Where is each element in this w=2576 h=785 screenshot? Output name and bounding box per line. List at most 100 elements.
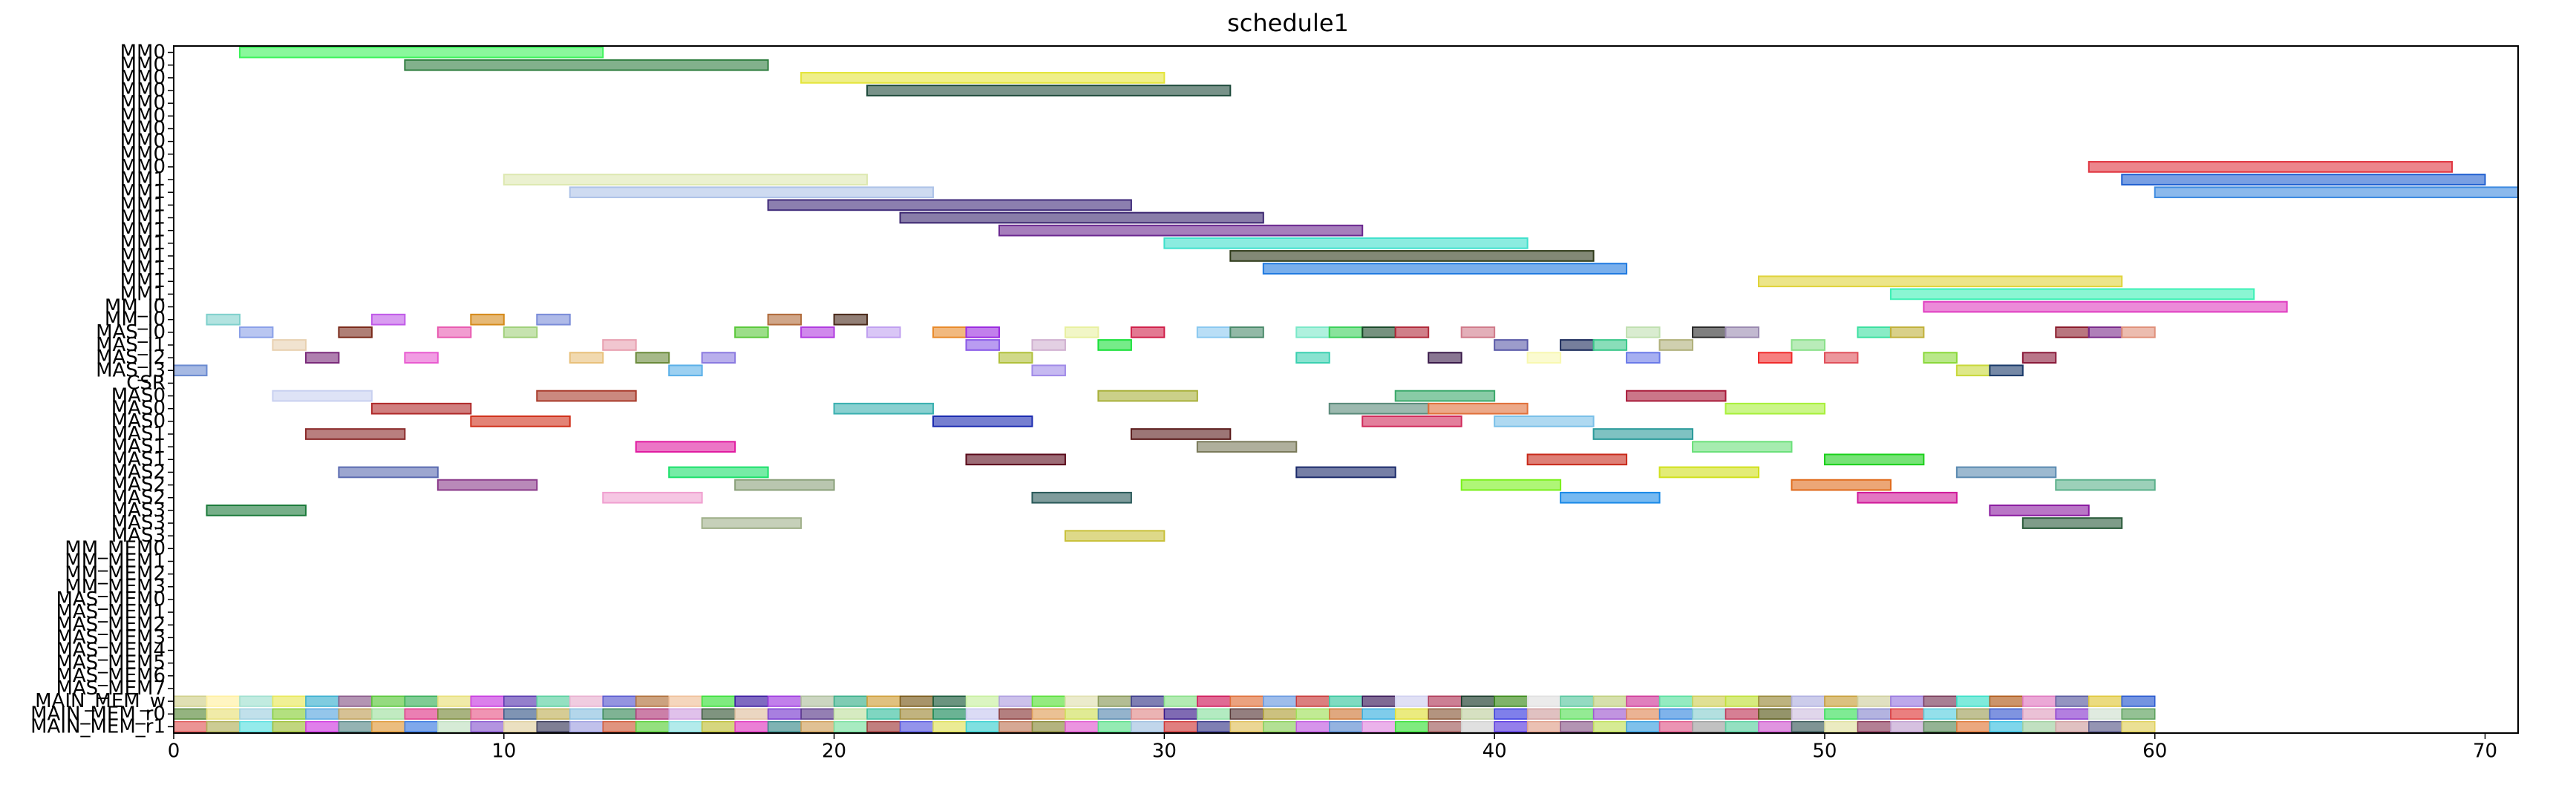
- y-tick-label: MAS_MEM3: [56, 626, 166, 648]
- main-mem-slot: [371, 708, 406, 720]
- task-bar: [1725, 402, 1825, 415]
- main-mem-slot: [1526, 695, 1561, 707]
- y-tick-label: MAS1: [111, 436, 166, 458]
- task-bar: [370, 402, 472, 415]
- task-bar: [1196, 441, 1298, 453]
- y-tick-label: MAS0: [111, 385, 166, 407]
- task-bar: [370, 313, 406, 326]
- main-mem-slot: [173, 720, 208, 733]
- main-mem-slot: [965, 695, 1000, 707]
- task-bar: [1460, 326, 1496, 338]
- main-mem-slot: [503, 695, 538, 707]
- y-tick-label: MAIN_MEM_r1: [30, 715, 166, 738]
- y-tick-label: MAS_MEM6: [56, 665, 166, 687]
- main-mem-slot: [536, 720, 571, 733]
- task-bar: [2055, 326, 2090, 338]
- main-mem-slot: [932, 695, 967, 707]
- task-bar: [866, 85, 1232, 96]
- task-bar: [1229, 326, 1264, 338]
- y-tick-label: MAS_MEM2: [56, 614, 166, 636]
- y-tick-label: MAS0: [111, 398, 166, 420]
- main-mem-slot: [668, 708, 703, 720]
- task-bar: [404, 59, 769, 71]
- task-bar: [602, 339, 637, 351]
- main-mem-slot: [899, 720, 934, 733]
- main-mem-slot: [2022, 695, 2057, 707]
- task-bar: [206, 313, 241, 326]
- y-tick-label: MM0: [120, 131, 166, 153]
- main-mem-slot: [701, 720, 736, 733]
- main-mem-slot: [569, 695, 604, 707]
- main-mem-slot: [239, 720, 274, 733]
- main-mem-slot: [1460, 695, 1495, 707]
- task-bar: [338, 466, 439, 479]
- main-mem-slot: [998, 695, 1033, 707]
- y-tick-label: MAS2: [111, 474, 166, 496]
- main-mem-slot: [1956, 720, 1991, 733]
- main-mem-slot: [1131, 708, 1166, 720]
- task-bar: [238, 46, 604, 59]
- main-mem-slot: [371, 695, 406, 707]
- main-mem-slot: [1394, 708, 1429, 720]
- main-mem-slot: [1692, 708, 1727, 720]
- main-mem-slot: [932, 708, 967, 720]
- task-bar: [569, 352, 604, 364]
- x-tick-label: 60: [2142, 740, 2167, 762]
- task-bar: [1692, 326, 1727, 338]
- main-mem-slot: [338, 695, 373, 707]
- y-tick-label: MM_I0: [105, 309, 166, 331]
- main-mem-slot: [668, 695, 703, 707]
- main-mem-slot: [2088, 695, 2123, 707]
- main-mem-slot: [1560, 695, 1595, 707]
- y-tick-label: MM_MEM1: [65, 551, 166, 573]
- main-mem-slot: [1494, 695, 1529, 707]
- main-mem-slot: [1692, 720, 1727, 733]
- main-mem-slot: [2022, 708, 2057, 720]
- y-tick-label: MAS_MEM5: [56, 652, 166, 674]
- main-mem-slot: [701, 708, 736, 720]
- main-mem-slot: [1394, 695, 1429, 707]
- task-bar: [1626, 390, 1727, 402]
- main-mem-slot: [1989, 708, 2024, 720]
- task-bar: [1460, 479, 1562, 491]
- main-mem-slot: [734, 720, 769, 733]
- main-mem-slot: [404, 708, 439, 720]
- main-mem-slot: [1163, 720, 1198, 733]
- main-mem-slot: [272, 720, 307, 733]
- task-bar: [1823, 352, 1859, 364]
- y-tick-label: MAIN_MEM_r0: [30, 703, 166, 725]
- task-bar: [833, 402, 935, 415]
- x-tick-label: 10: [491, 740, 516, 762]
- main-mem-slot: [1394, 720, 1429, 733]
- main-mem-slot: [1758, 695, 1793, 707]
- task-bar: [1923, 300, 2288, 313]
- main-mem-slot: [1956, 695, 1991, 707]
- main-mem-slot: [1494, 720, 1529, 733]
- main-mem-slot: [2055, 695, 2090, 707]
- main-mem-slot: [602, 695, 637, 707]
- main-mem-slot: [1163, 708, 1198, 720]
- main-mem-slot: [569, 708, 604, 720]
- task-bar: [932, 326, 967, 338]
- task-bar: [2055, 479, 2156, 491]
- main-mem-slot: [1824, 720, 1859, 733]
- main-mem-slot: [1428, 708, 1462, 720]
- main-mem-slot: [1428, 720, 1462, 733]
- main-mem-slot: [2121, 720, 2156, 733]
- main-mem-slot: [866, 720, 901, 733]
- main-mem-slot: [833, 720, 868, 733]
- task-bar: [1361, 416, 1462, 427]
- task-bar: [437, 479, 538, 491]
- main-mem-slot: [800, 695, 835, 707]
- main-mem-slot: [1824, 708, 1859, 720]
- x-tick-label: 40: [1482, 740, 1507, 762]
- y-tick-label: MM1: [120, 194, 166, 216]
- task-bar: [1560, 339, 1595, 351]
- main-mem-slot: [239, 695, 274, 707]
- main-mem-slot: [899, 708, 934, 720]
- task-bar: [1626, 326, 1661, 338]
- main-mem-slot: [404, 695, 439, 707]
- main-mem-slot: [1560, 720, 1595, 733]
- task-bar: [1394, 326, 1430, 338]
